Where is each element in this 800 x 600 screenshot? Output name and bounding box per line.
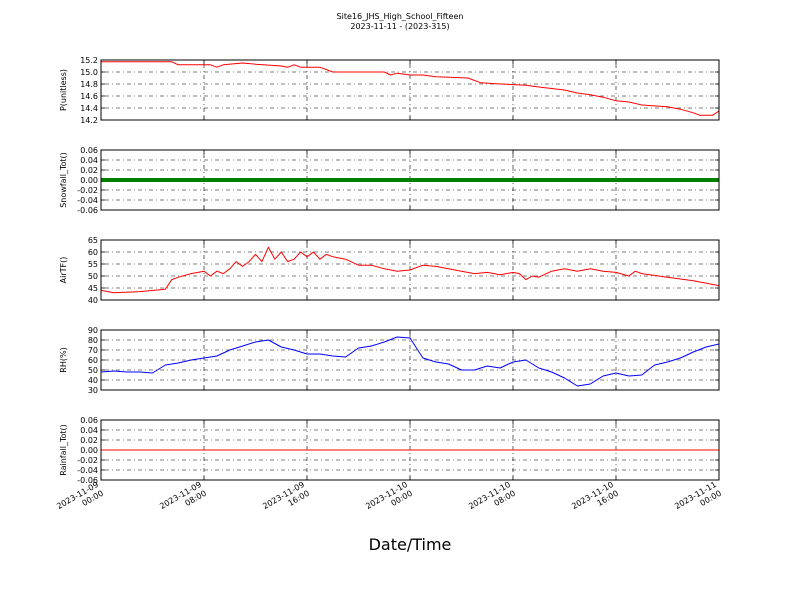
y-tick-label: 14.8 <box>80 80 98 89</box>
panel-3: 65 60 55 50 45 40 AirTF() <box>59 236 720 305</box>
x-tick-label: 2023-11-0908:00 <box>158 480 208 520</box>
y-tick-label: 55 <box>88 260 98 269</box>
plot-frame <box>100 239 720 301</box>
y-tick-label: 60 <box>88 248 98 257</box>
y-axis-label: Snowfall_Tot() <box>59 152 68 208</box>
y-tick-label: 90 <box>88 326 98 335</box>
y-axis-label: RH(%) <box>59 347 68 372</box>
y-tick-label: 30 <box>88 386 98 395</box>
y-tick-label: 40 <box>88 296 98 305</box>
y-tick-label: 0.06 <box>80 416 98 425</box>
y-tick-label: 0.02 <box>80 436 98 445</box>
series-line-panel-3 <box>100 246 720 294</box>
plot-frame <box>100 419 720 481</box>
panel-5: 0.060.040.020.00-0.02-0.04-0.06 Rainfall_… <box>59 416 720 485</box>
y-tick-label: 15.2 <box>80 56 98 65</box>
series-line-panel-1 <box>101 61 720 116</box>
y-tick-label: -0.02 <box>77 456 98 465</box>
y-tick-label: 70 <box>88 346 98 355</box>
y-tick-label: 0.04 <box>80 426 98 435</box>
y-axis-label: AirTF() <box>59 257 68 284</box>
panel-2: 0.060.040.020.00-0.02-0.04-0.06 Snowfall_… <box>59 146 720 215</box>
y-tick-label: 0.00 <box>80 446 98 455</box>
x-axis-label: Date/Time <box>369 535 452 554</box>
y-tick-label: 14.2 <box>80 116 98 125</box>
x-tick-label: 2023-11-0916:00 <box>261 480 311 520</box>
panel-1: 15.2 15.0 14.8 14.6 14.4 14.2 P(unitless) <box>59 56 720 125</box>
chart-title: Site16_JHS_High_School_Fifteen <box>337 12 464 21</box>
y-tick-label: -0.04 <box>77 466 98 475</box>
chart-subtitle: 2023-11-11 - (2023-315) <box>350 22 449 31</box>
y-tick-label: 0.04 <box>80 156 98 165</box>
chart-panels: 15.215.014.814.614.414.2P(unitless)0.060… <box>59 56 720 485</box>
y-tick-label: -0.06 <box>77 206 98 215</box>
y-tick-label: 60 <box>88 356 98 365</box>
x-tick-label: 2023-11-1016:00 <box>570 480 620 520</box>
y-axis-label: P(unitless) <box>59 69 68 111</box>
y-tick-label: 0.02 <box>80 166 98 175</box>
y-tick-label: -0.04 <box>77 196 98 205</box>
y-tick-label: 0.00 <box>80 176 98 185</box>
y-tick-label: 65 <box>88 236 98 245</box>
x-tick-label: 2023-11-1000:00 <box>364 480 414 520</box>
y-tick-label: 45 <box>88 284 98 293</box>
x-tick-label: 2023-11-0900:00 <box>55 480 105 520</box>
x-axis-ticks: 2023-11-0900:00 2023-11-0908:00 2023-11-09… <box>55 480 723 520</box>
y-tick-label: 50 <box>88 272 98 281</box>
plot-frame <box>100 59 720 121</box>
plot-frame <box>100 329 720 391</box>
y-tick-label: 40 <box>88 376 98 385</box>
y-tick-label: 50 <box>88 366 98 375</box>
y-tick-label: 14.4 <box>80 104 98 113</box>
y-tick-label: 0.06 <box>80 146 98 155</box>
x-tick-label: 2023-11-1008:00 <box>467 480 517 520</box>
y-tick-label: -0.02 <box>77 186 98 195</box>
y-tick-label: -0.06 <box>77 476 98 485</box>
y-tick-label: 15.0 <box>80 68 98 77</box>
y-axis-label: Rainfall_Tot() <box>59 424 68 476</box>
y-tick-label: 14.6 <box>80 92 98 101</box>
series-line-panel-4 <box>100 336 720 387</box>
y-tick-label: 80 <box>88 336 98 345</box>
x-tick-label: 2023-11-1100:00 <box>673 480 723 520</box>
plot-frame <box>100 149 720 211</box>
